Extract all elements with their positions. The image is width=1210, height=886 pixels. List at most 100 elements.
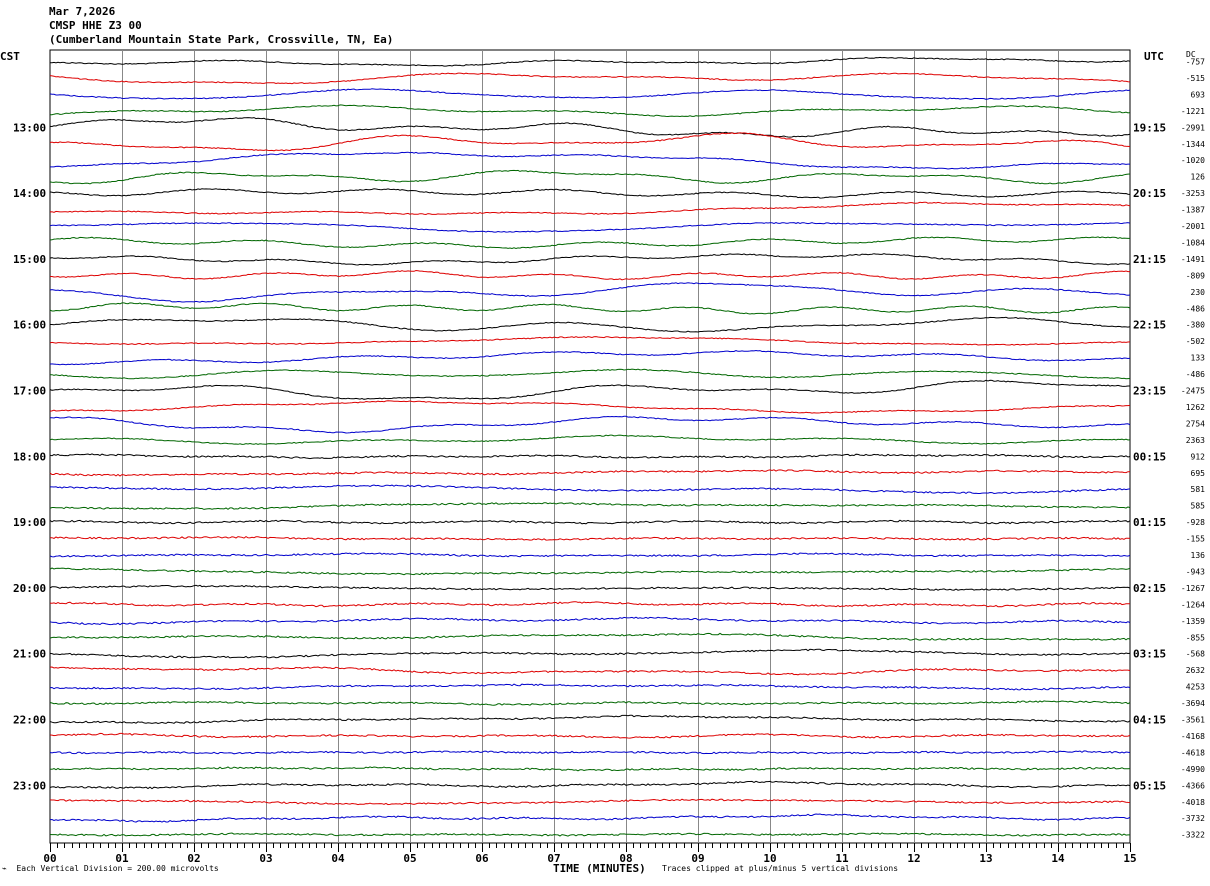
- x-tick-label: 02: [187, 852, 200, 865]
- dc-offset-label: -1491: [1181, 255, 1205, 264]
- hour-label-right: 02:15: [1133, 582, 1166, 595]
- trace-line: [49, 535, 1131, 541]
- trace-line: [49, 282, 1131, 303]
- dc-offset-label: -757: [1186, 58, 1205, 67]
- trace-line: [49, 632, 1131, 641]
- dc-offset-label: 693: [1191, 90, 1206, 99]
- header-date: Mar 7,2026: [49, 5, 116, 18]
- dc-offset-label: -1264: [1181, 600, 1205, 609]
- trace-line: [49, 169, 1131, 185]
- trace-line: [49, 519, 1131, 525]
- hour-label-right: 20:15: [1133, 187, 1166, 200]
- trace-line: [49, 188, 1131, 199]
- dc-offset-label: -855: [1186, 633, 1205, 642]
- dc-offset-label: 126: [1191, 173, 1206, 182]
- x-tick-label: 06: [475, 852, 489, 865]
- hour-label-left: 22:00: [13, 714, 46, 727]
- x-tick-label: 12: [907, 852, 920, 865]
- dc-offset-label: -502: [1186, 337, 1205, 346]
- hour-label-left: 19:00: [13, 516, 46, 529]
- x-tick-label: 07: [547, 852, 560, 865]
- dc-offset-label: -809: [1186, 271, 1205, 280]
- trace-line: [50, 484, 1131, 495]
- left-timezone-label: CST: [0, 50, 20, 63]
- hour-label-left: 15:00: [13, 253, 46, 266]
- hour-label-right: 22:15: [1133, 319, 1166, 332]
- hour-label-right: 21:15: [1133, 253, 1166, 266]
- clip-note: Traces clipped at plus/minus 5 vertical …: [662, 864, 899, 873]
- trace-line: [49, 601, 1130, 608]
- trace-line: [49, 798, 1131, 806]
- x-tick-label: 14: [1051, 852, 1065, 865]
- trace-line: [49, 552, 1131, 558]
- trace-line: [49, 117, 1131, 138]
- dc-offset-label: 912: [1191, 452, 1206, 461]
- dc-offset-label: 4253: [1186, 683, 1205, 692]
- dc-offset-label: -380: [1186, 321, 1205, 330]
- trace-line: [49, 683, 1131, 691]
- dc-offset-label: 585: [1191, 502, 1206, 511]
- x-tick-label: 11: [835, 852, 849, 865]
- dc-offset-label: -1020: [1181, 156, 1205, 165]
- trace-line: [49, 813, 1131, 823]
- scale-text: Each Vertical Division = 200.00 microvol…: [16, 864, 219, 873]
- dc-offset-label: 133: [1191, 354, 1206, 363]
- trace-line: [49, 349, 1131, 366]
- trace-line: [49, 253, 1131, 266]
- dc-offset-label: 695: [1191, 469, 1206, 478]
- x-tick-label: 08: [619, 852, 632, 865]
- dc-offset-label: 2754: [1186, 419, 1205, 428]
- trace-line: [49, 732, 1131, 739]
- x-axis-title: TIME (MINUTES): [553, 862, 646, 875]
- trace-line: [50, 151, 1130, 170]
- x-tick-label: 09: [691, 852, 704, 865]
- x-tick-label: 13: [979, 852, 992, 865]
- dc-offset-label: -3322: [1181, 831, 1205, 840]
- hour-label-right: 05:15: [1133, 779, 1166, 792]
- trace-line: [49, 222, 1131, 233]
- hour-label-right: 03:15: [1133, 648, 1166, 661]
- dc-offset-label: -2475: [1181, 387, 1205, 396]
- trace-line: [49, 453, 1131, 460]
- hour-label-right: 00:15: [1133, 450, 1166, 463]
- trace-line: [49, 666, 1131, 676]
- dc-label: DC: [1186, 50, 1196, 59]
- x-tick-label: 04: [331, 852, 345, 865]
- dc-offset-label: -4018: [1181, 798, 1205, 807]
- trace-line: [49, 379, 1130, 400]
- dc-offset-label: -1387: [1181, 206, 1205, 215]
- trace-line: [49, 714, 1131, 725]
- trace-line: [49, 88, 1131, 100]
- dc-offset-label: -3732: [1181, 814, 1205, 823]
- right-timezone-label: UTC: [1144, 50, 1164, 63]
- dc-offset-label: -4168: [1181, 732, 1205, 741]
- trace-line: [49, 780, 1131, 790]
- trace-line: [49, 72, 1131, 85]
- dc-offset-label: 2632: [1186, 666, 1205, 675]
- dc-offset-label: 581: [1191, 485, 1206, 494]
- hour-label-left: 14:00: [13, 187, 46, 200]
- dc-offset-label: -515: [1186, 74, 1205, 83]
- trace-line: [49, 584, 1131, 591]
- hour-label-left: 18:00: [13, 450, 46, 463]
- grid: [49, 49, 1131, 844]
- dc-offset-label: -3253: [1181, 189, 1205, 198]
- dc-offset-label: -4990: [1181, 765, 1205, 774]
- hour-label-right: 19:15: [1133, 121, 1166, 134]
- trace-line: [50, 316, 1131, 333]
- x-tick-label: 10: [763, 852, 776, 865]
- hour-label-right: 01:15: [1133, 516, 1166, 529]
- dc-offset-label: -1221: [1181, 107, 1205, 116]
- trace-line: [49, 502, 1131, 510]
- dc-offset-label: -1359: [1181, 617, 1205, 626]
- hour-label-left: 23:00: [13, 779, 46, 792]
- dc-offset-label: -3694: [1181, 699, 1205, 708]
- dc-offset-label: -568: [1186, 650, 1205, 659]
- trace-line: [49, 201, 1131, 216]
- x-tick-label: 00: [43, 852, 56, 865]
- trace-line: [49, 415, 1131, 434]
- trace-line: [49, 469, 1131, 477]
- dc-offset-label: -4618: [1181, 748, 1205, 757]
- trace-line: [49, 400, 1131, 414]
